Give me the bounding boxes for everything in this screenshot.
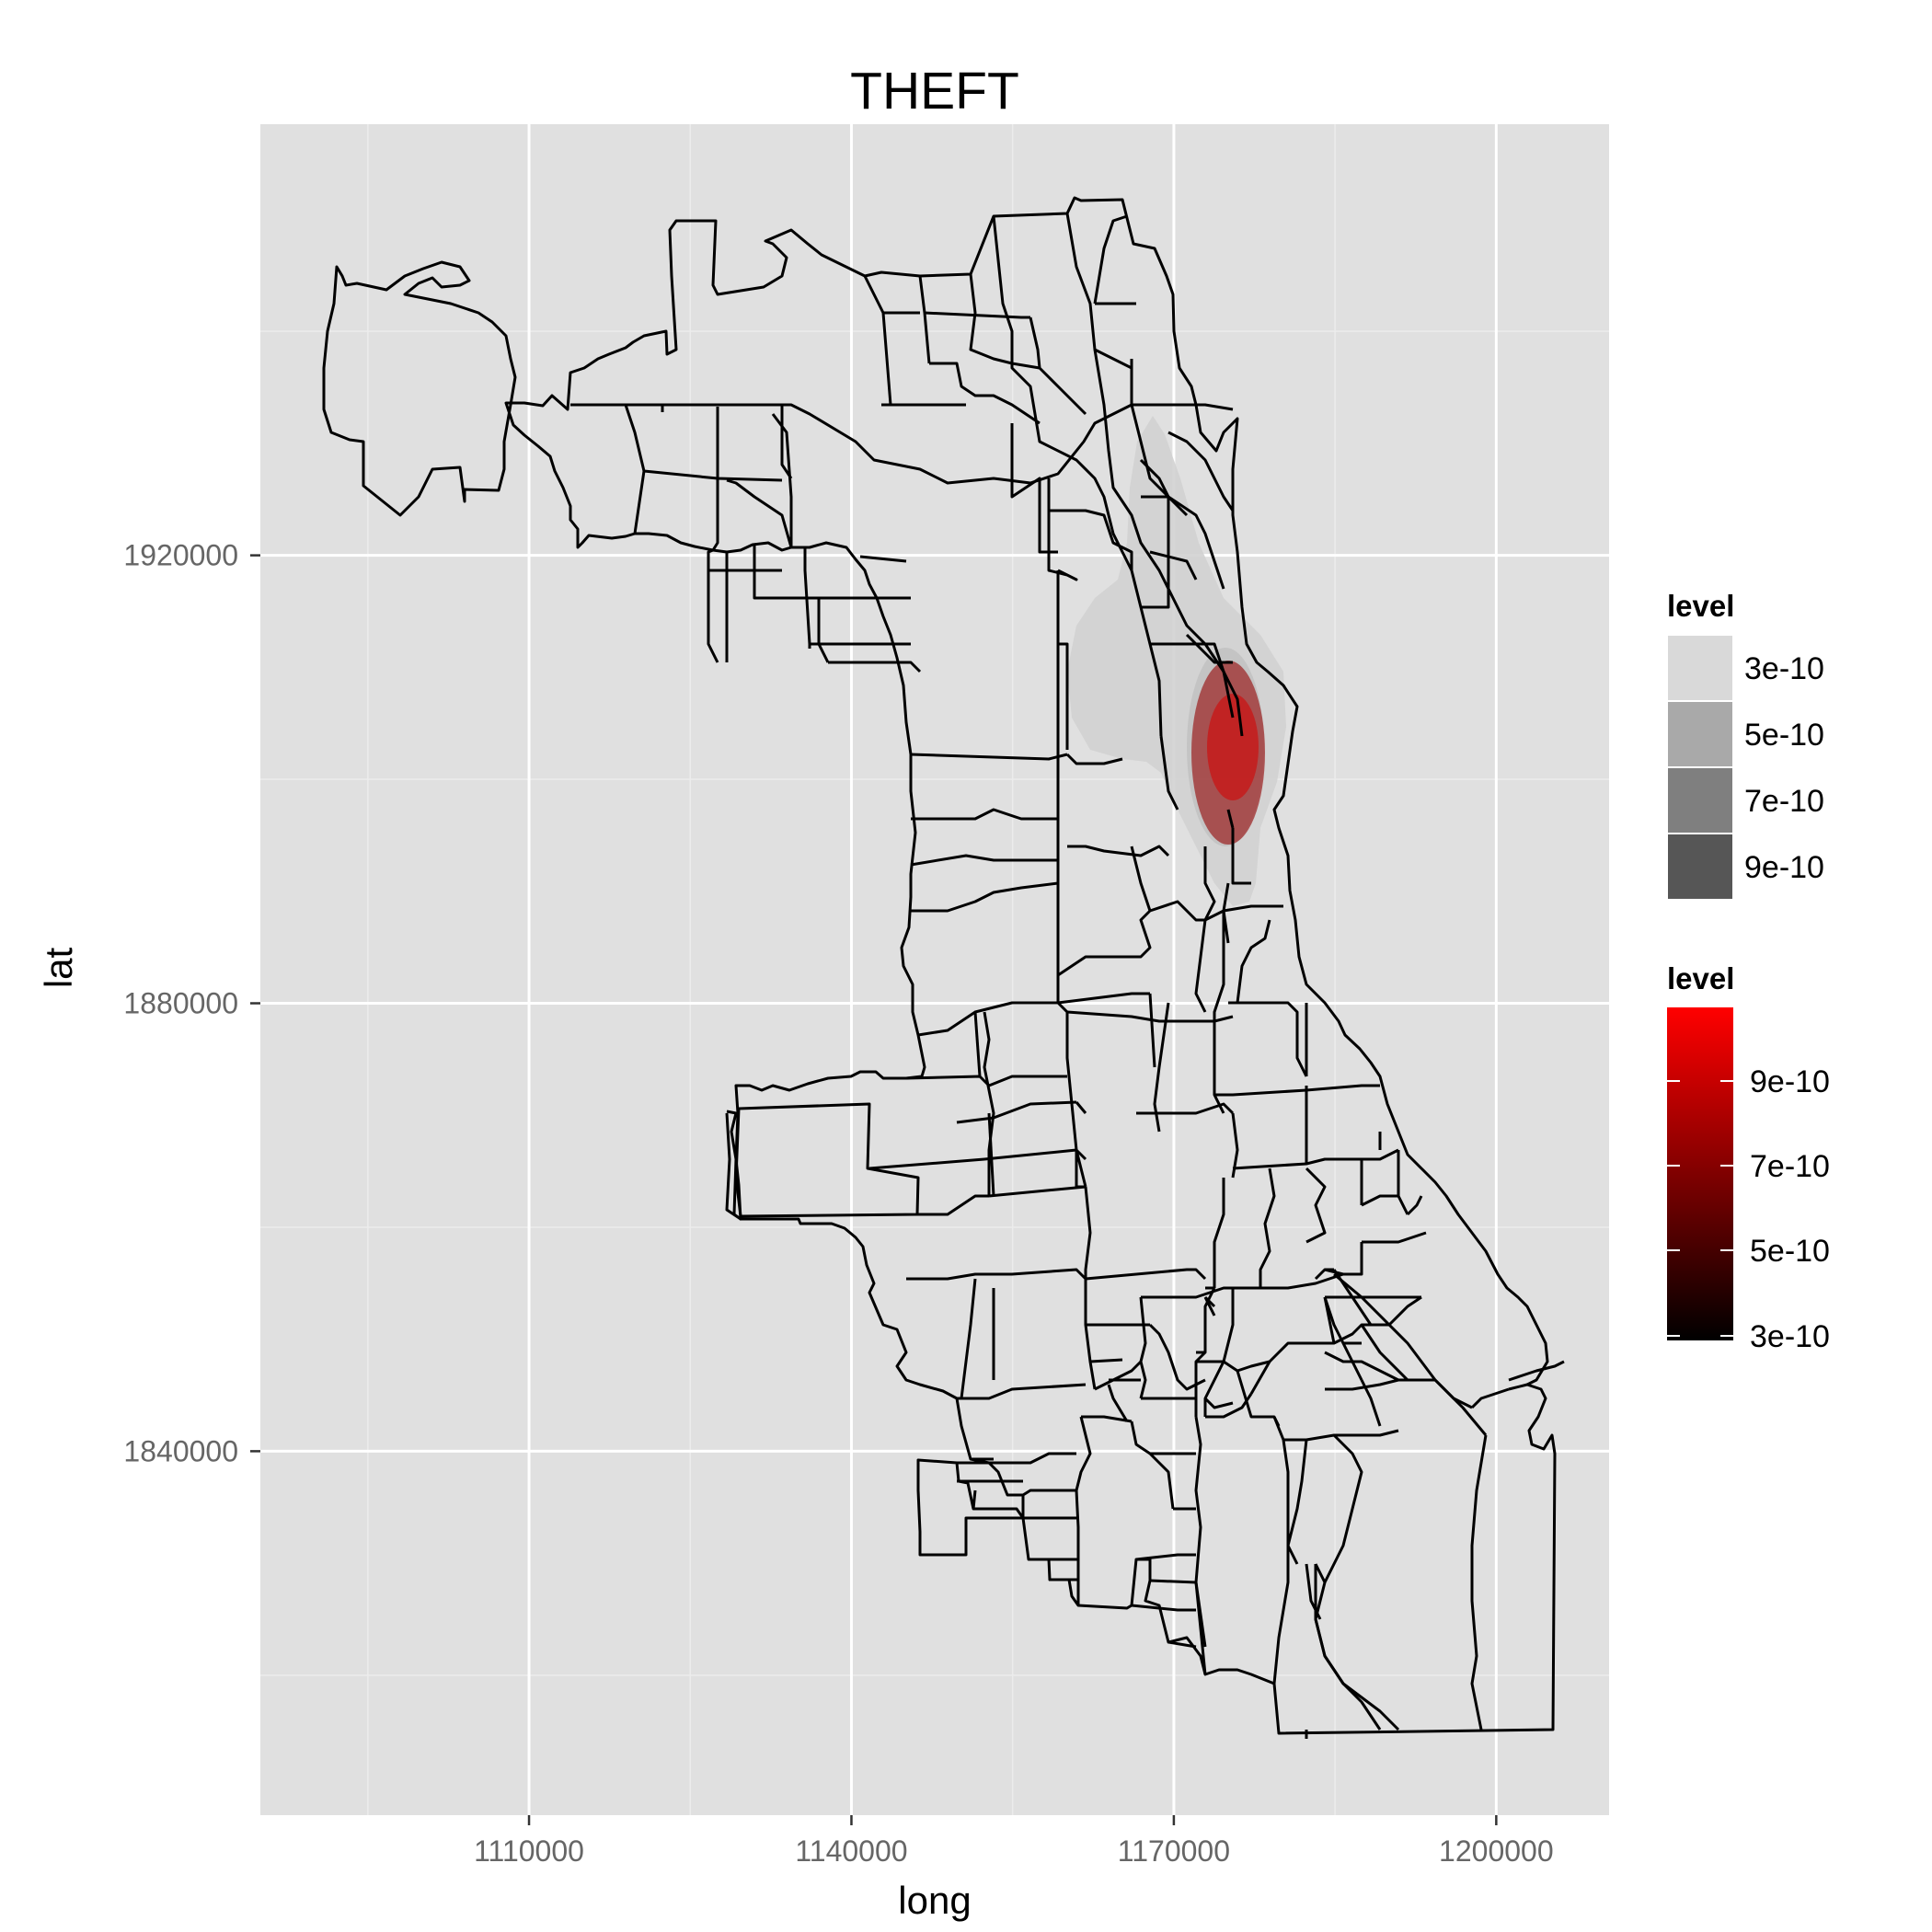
chart-title: THEFT bbox=[850, 62, 1019, 121]
density-layer bbox=[1067, 416, 1286, 906]
legend-colour-label: 5e-10 bbox=[1750, 1234, 1830, 1269]
legend-fill-title: level bbox=[1667, 589, 1734, 623]
city-boundaries bbox=[322, 196, 1565, 1739]
legend-fill-label: 3e-10 bbox=[1744, 651, 1824, 686]
legend-fill-label: 7e-10 bbox=[1744, 784, 1824, 819]
x-axis-label: long bbox=[898, 1879, 971, 1922]
boundary-west-box bbox=[734, 1102, 920, 1218]
x-tick-label: 1140000 bbox=[795, 1834, 907, 1868]
y-tick-label: 1920000 bbox=[123, 539, 238, 572]
density-red-core bbox=[1207, 694, 1259, 800]
y-tick-label: 1880000 bbox=[123, 987, 238, 1020]
legend-fill-level: level 3e-10 5e-10 7e-10 9e-10 bbox=[1666, 589, 1824, 901]
boundary-ohare bbox=[322, 260, 517, 517]
legend-colourbar bbox=[1667, 1007, 1733, 1340]
legend-fill-key bbox=[1666, 833, 1734, 901]
y-tick-label: 1840000 bbox=[123, 1434, 238, 1467]
y-axis-label: lat bbox=[37, 947, 80, 988]
legend-colour-level: level 9e-10 7e-10 5e-10 3e-10 bbox=[1667, 961, 1830, 1354]
legend-fill-key bbox=[1666, 766, 1734, 834]
legend-colour-label: 7e-10 bbox=[1750, 1149, 1830, 1184]
y-axis: 1840000 1880000 1920000 bbox=[123, 539, 260, 1467]
district-lines bbox=[570, 213, 1565, 1739]
plot-panel bbox=[260, 124, 1609, 1815]
legend-fill-label: 9e-10 bbox=[1744, 850, 1824, 885]
boundary-west-cutout bbox=[725, 1110, 742, 1221]
legend-colour-label: 3e-10 bbox=[1750, 1319, 1830, 1354]
x-tick-label: 1200000 bbox=[1439, 1834, 1554, 1868]
legend-fill-key bbox=[1666, 634, 1734, 702]
x-axis: 1110000 1140000 1170000 1200000 bbox=[474, 1815, 1554, 1868]
x-tick-label: 1110000 bbox=[474, 1834, 584, 1868]
boundary-outline bbox=[504, 196, 1557, 1735]
x-tick-label: 1170000 bbox=[1118, 1834, 1230, 1868]
legend-colour-title: level bbox=[1667, 961, 1734, 995]
legend-colour-label: 9e-10 bbox=[1750, 1064, 1830, 1099]
legend-fill-key bbox=[1666, 700, 1734, 768]
legend-fill-label: 5e-10 bbox=[1744, 718, 1824, 753]
